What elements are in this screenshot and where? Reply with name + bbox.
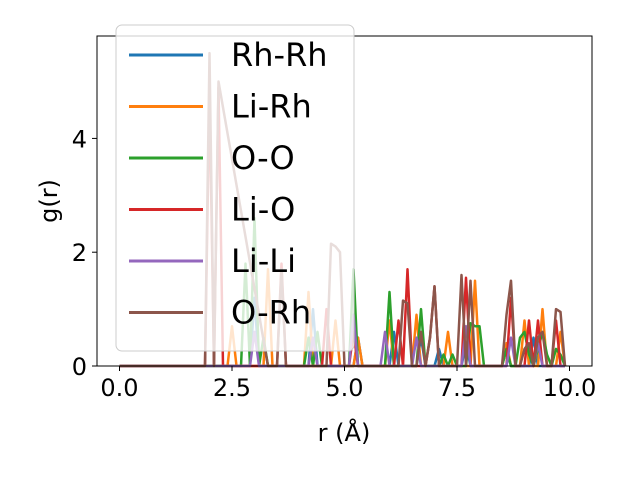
- y-tick-label: 2: [72, 239, 87, 267]
- y-tick-label: 0: [72, 353, 87, 381]
- legend-label-li-o: Li-O: [231, 191, 295, 229]
- y-tick-label: 4: [72, 125, 87, 153]
- legend-label-li-rh: Li-Rh: [231, 88, 312, 126]
- x-tick-label: 10.0: [543, 374, 596, 402]
- legend-label-o-o: O-O: [231, 139, 295, 177]
- legend: Rh-Rh Li-Rh O-O Li-O Li-Li O-Rh: [115, 24, 355, 352]
- legend-label-o-rh: O-Rh: [231, 294, 311, 332]
- legend-label-rh-rh: Rh-Rh: [231, 36, 328, 74]
- y-axis-label: g(r): [35, 179, 63, 223]
- x-axis-ticks: 0.0 2.5 5.0 7.5 10.0: [100, 366, 596, 402]
- x-tick-label: 2.5: [213, 374, 251, 402]
- x-tick-label: 7.5: [438, 374, 476, 402]
- x-tick-label: 5.0: [325, 374, 363, 402]
- y-axis-ticks: 0 2 4: [72, 125, 97, 381]
- legend-label-li-li: Li-Li: [231, 242, 296, 280]
- x-tick-label: 0.0: [100, 374, 138, 402]
- x-axis-label: r (Å): [318, 418, 371, 447]
